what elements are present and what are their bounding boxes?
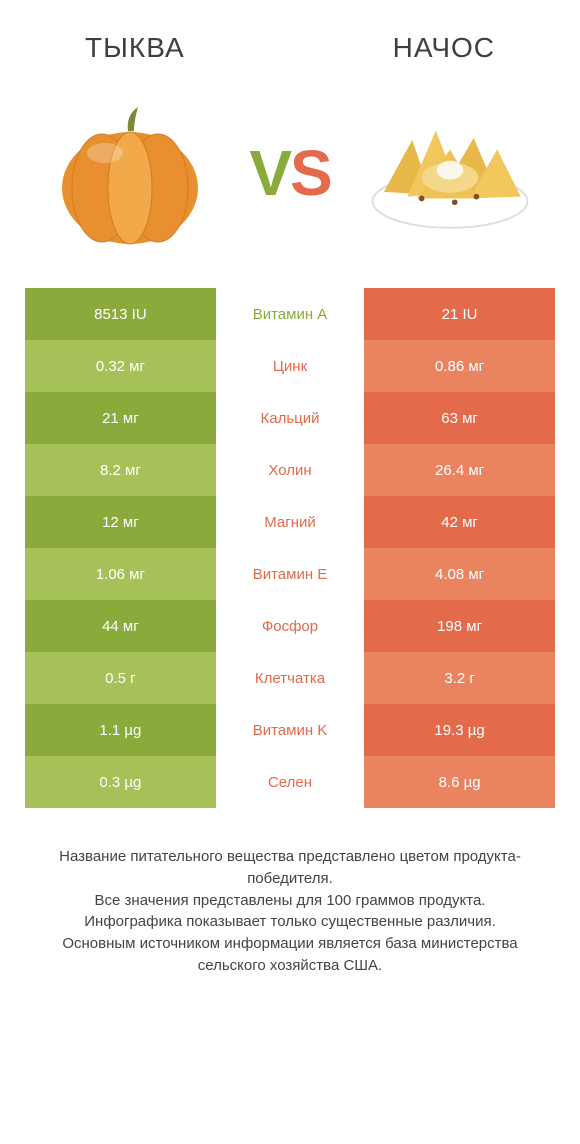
nutrient-name-cell: Кальций bbox=[216, 392, 364, 444]
table-row: 1.06 мгВитамин E4.08 мг bbox=[25, 548, 555, 600]
nutrient-name-cell: Витамин A bbox=[216, 288, 364, 340]
comparison-table: 8513 IUВитамин A21 IU0.32 мгЦинк0.86 мг2… bbox=[25, 288, 555, 808]
footer-line: Название питательного вещества представл… bbox=[43, 846, 537, 890]
left-value-cell: 0.3 µg bbox=[25, 756, 216, 808]
nachos-image bbox=[365, 88, 535, 258]
left-value-cell: 1.06 мг bbox=[25, 548, 216, 600]
vs-s: S bbox=[290, 137, 331, 209]
right-value-cell: 42 мг bbox=[364, 496, 555, 548]
vs-label: VS bbox=[249, 136, 330, 210]
footer-line: Инфографика показывает только существенн… bbox=[43, 911, 537, 933]
footer-line: Основным источником информации является … bbox=[43, 933, 537, 977]
footer-text: Название питательного вещества представл… bbox=[25, 846, 555, 977]
footer-line: Все значения представлены для 100 граммо… bbox=[43, 890, 537, 912]
right-value-cell: 63 мг bbox=[364, 392, 555, 444]
table-row: 21 мгКальций63 мг bbox=[25, 392, 555, 444]
hero-row: VS bbox=[25, 88, 555, 288]
left-value-cell: 1.1 µg bbox=[25, 704, 216, 756]
right-value-cell: 4.08 мг bbox=[364, 548, 555, 600]
nutrient-name-cell: Витамин E bbox=[216, 548, 364, 600]
table-row: 44 мгФосфор198 мг bbox=[25, 600, 555, 652]
right-value-cell: 26.4 мг bbox=[364, 444, 555, 496]
left-value-cell: 0.32 мг bbox=[25, 340, 216, 392]
right-value-cell: 198 мг bbox=[364, 600, 555, 652]
right-value-cell: 21 IU bbox=[364, 288, 555, 340]
nutrient-name-cell: Магний bbox=[216, 496, 364, 548]
left-value-cell: 8.2 мг bbox=[25, 444, 216, 496]
table-row: 8.2 мгХолин26.4 мг bbox=[25, 444, 555, 496]
left-value-cell: 8513 IU bbox=[25, 288, 216, 340]
left-value-cell: 44 мг bbox=[25, 600, 216, 652]
right-title: НАЧОС bbox=[393, 32, 495, 64]
table-row: 0.3 µgСелен8.6 µg bbox=[25, 756, 555, 808]
nutrient-name-cell: Витамин K bbox=[216, 704, 364, 756]
nutrient-name-cell: Фосфор bbox=[216, 600, 364, 652]
pumpkin-image bbox=[45, 88, 215, 258]
right-value-cell: 8.6 µg bbox=[364, 756, 555, 808]
table-row: 0.5 гКлетчатка3.2 г bbox=[25, 652, 555, 704]
right-value-cell: 19.3 µg bbox=[364, 704, 555, 756]
nachos-icon bbox=[365, 108, 535, 238]
left-title: ТЫКВА bbox=[85, 32, 185, 64]
table-row: 8513 IUВитамин A21 IU bbox=[25, 288, 555, 340]
table-row: 1.1 µgВитамин K19.3 µg bbox=[25, 704, 555, 756]
right-value-cell: 3.2 г bbox=[364, 652, 555, 704]
table-row: 0.32 мгЦинк0.86 мг bbox=[25, 340, 555, 392]
left-value-cell: 0.5 г bbox=[25, 652, 216, 704]
right-value-cell: 0.86 мг bbox=[364, 340, 555, 392]
nutrient-name-cell: Холин bbox=[216, 444, 364, 496]
titles-row: ТЫКВА НАЧОС bbox=[25, 20, 555, 88]
left-value-cell: 21 мг bbox=[25, 392, 216, 444]
left-value-cell: 12 мг bbox=[25, 496, 216, 548]
nutrient-name-cell: Селен bbox=[216, 756, 364, 808]
nutrient-name-cell: Цинк bbox=[216, 340, 364, 392]
nutrient-name-cell: Клетчатка bbox=[216, 652, 364, 704]
vs-v: V bbox=[249, 137, 290, 209]
pumpkin-icon bbox=[50, 93, 210, 253]
table-row: 12 мгМагний42 мг bbox=[25, 496, 555, 548]
